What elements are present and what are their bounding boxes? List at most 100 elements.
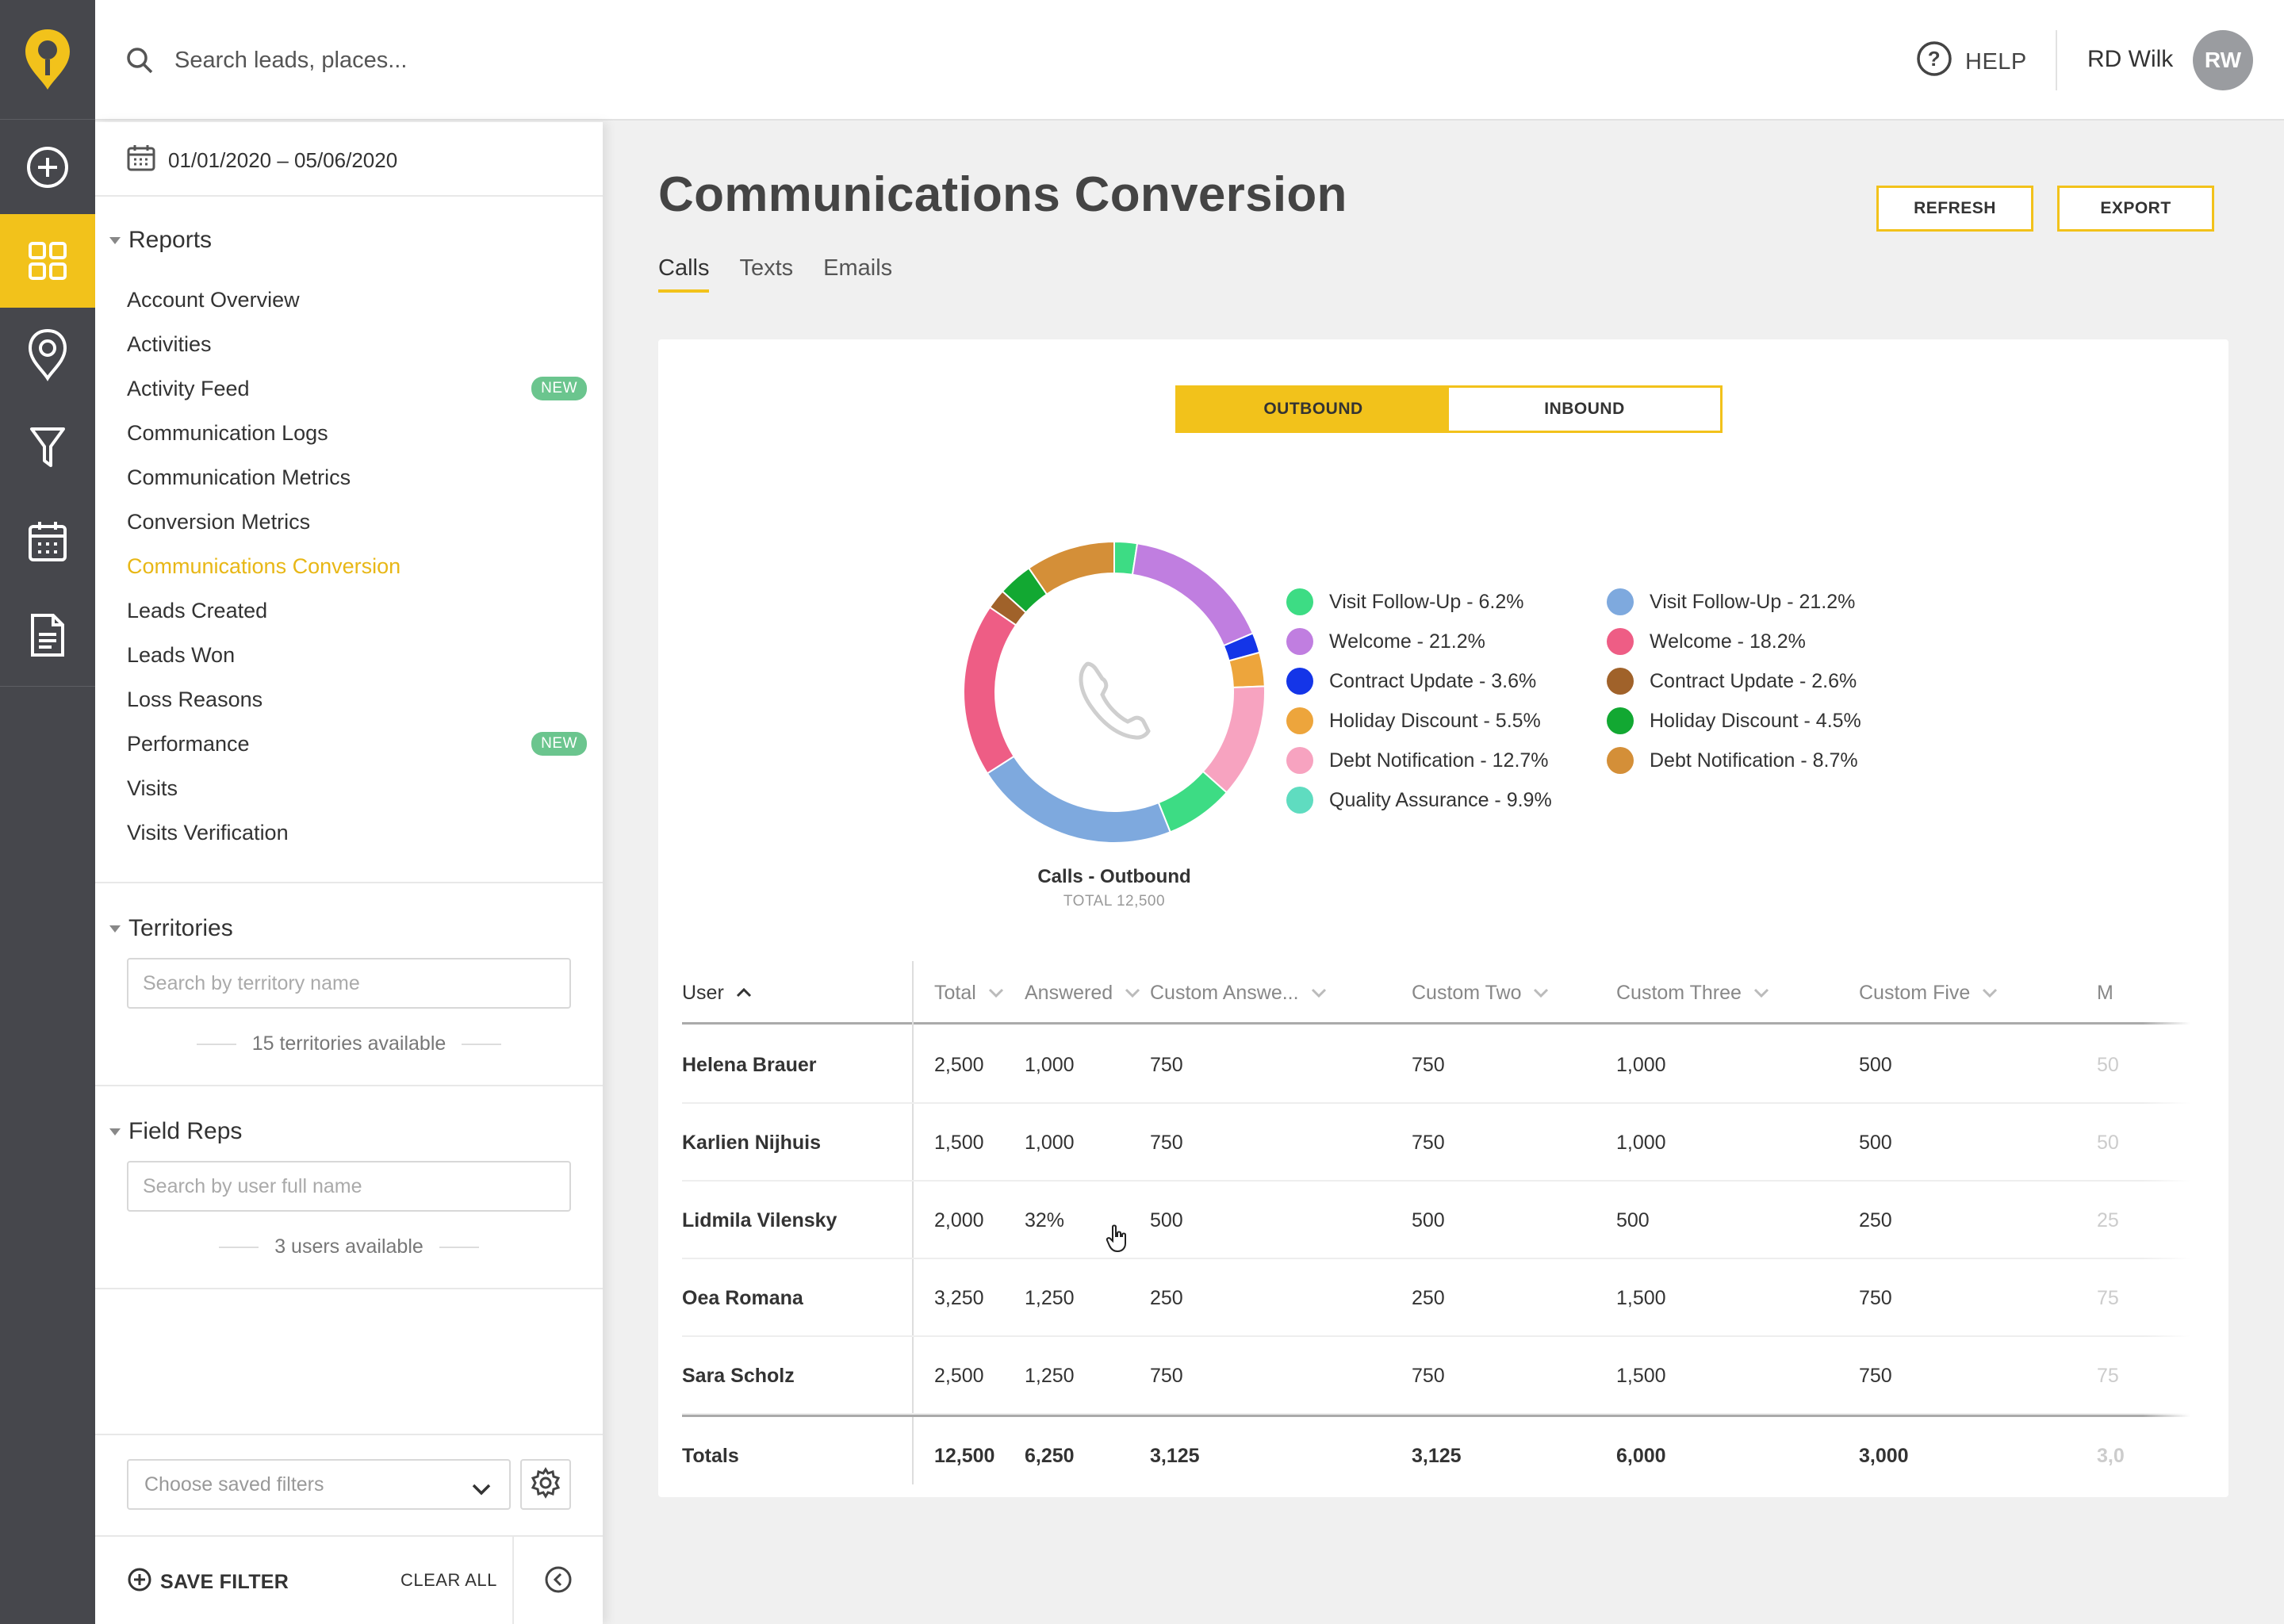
sidebar-item-label: Communication Logs bbox=[127, 420, 328, 445]
divider bbox=[95, 1434, 603, 1435]
legend-item[interactable]: Contract Update - 2.6% bbox=[1607, 661, 1861, 701]
reports-section-toggle[interactable]: Reports bbox=[109, 227, 212, 254]
legend-item[interactable]: Debt Notification - 8.7% bbox=[1607, 741, 1861, 780]
legend-item[interactable]: Contract Update - 3.6% bbox=[1286, 661, 1552, 701]
sidebar-item-conversion-metrics[interactable]: Conversion Metrics bbox=[127, 500, 587, 544]
calendar-icon bbox=[127, 144, 155, 177]
user-name[interactable]: RD Wilk bbox=[2087, 46, 2174, 72]
donut-slice[interactable] bbox=[1201, 685, 1266, 794]
chart-title: Calls - Outbound bbox=[1037, 866, 1191, 887]
table-cell: 50 bbox=[2097, 1053, 2119, 1076]
table-cell: 75 bbox=[2097, 1364, 2119, 1387]
calls-donut-chart bbox=[963, 540, 1266, 844]
sidebar-item-communication-logs[interactable]: Communication Logs bbox=[127, 411, 587, 455]
chevron-down-icon bbox=[471, 1478, 492, 1501]
user-name-cell: Sara Scholz bbox=[682, 1364, 795, 1387]
funnel-icon[interactable] bbox=[0, 401, 95, 495]
table-row[interactable]: Karlien Nijhuis 1,500 1,000 750 750 1,000 500 5… bbox=[682, 1104, 2190, 1182]
column-header-m[interactable]: M bbox=[2097, 961, 2113, 1025]
table-cell: 750 bbox=[1412, 1131, 1445, 1154]
table-cell: 2,500 bbox=[934, 1053, 984, 1076]
sidebar-item-label: Visits Verification bbox=[127, 820, 289, 845]
legend-item[interactable]: Welcome - 21.2% bbox=[1286, 622, 1552, 661]
table-row[interactable]: Sara Scholz 2,500 1,250 750 750 1,500 750 75 bbox=[682, 1337, 2190, 1415]
territories-section-toggle[interactable]: Territories bbox=[109, 915, 233, 942]
sidebar-item-visits-verification[interactable]: Visits Verification bbox=[127, 810, 587, 855]
document-icon[interactable] bbox=[0, 588, 95, 682]
table-cell: 750 bbox=[1150, 1364, 1183, 1387]
legend-item[interactable]: Welcome - 18.2% bbox=[1607, 622, 1861, 661]
donut-slice[interactable] bbox=[1131, 542, 1255, 647]
save-filter-label: SAVE FILTER bbox=[160, 1571, 289, 1593]
saved-filters-select[interactable]: Choose saved filters bbox=[127, 1459, 511, 1510]
sidebar-item-leads-won[interactable]: Leads Won bbox=[127, 633, 587, 677]
legend-item[interactable]: Visit Follow-Up - 21.2% bbox=[1607, 582, 1861, 622]
user-search-input[interactable] bbox=[127, 1161, 571, 1212]
sidebar-item-communication-metrics[interactable]: Communication Metrics bbox=[127, 455, 587, 500]
column-header-custom-two[interactable]: Custom Two bbox=[1412, 961, 1550, 1025]
donut-slice[interactable] bbox=[963, 606, 1017, 775]
totals-row[interactable]: Totals 12,500 6,250 3,125 3,125 6,000 3,000 3,0 bbox=[682, 1415, 2190, 1484]
sidebar-item-communications-conversion[interactable]: Communications Conversion bbox=[127, 544, 587, 588]
column-header-total[interactable]: Total bbox=[934, 961, 1005, 1025]
legend-item[interactable]: Holiday Discount - 4.5% bbox=[1607, 701, 1861, 741]
legend-item[interactable]: Quality Assurance - 9.9% bbox=[1286, 780, 1552, 820]
territory-search-input[interactable] bbox=[127, 958, 571, 1009]
column-header-user[interactable]: User bbox=[682, 961, 753, 1025]
territories-available-text: 15 territories available bbox=[251, 1032, 446, 1055]
column-header-label: User bbox=[682, 981, 724, 1004]
caret-down-icon bbox=[109, 1128, 121, 1136]
column-header-custom-five[interactable]: Custom Five bbox=[1859, 961, 1998, 1025]
sort-chevron-icon bbox=[1534, 988, 1549, 998]
outbound-toggle[interactable]: OUTBOUND bbox=[1178, 388, 1449, 431]
search-input[interactable] bbox=[174, 38, 809, 82]
filter-settings-button[interactable] bbox=[520, 1459, 571, 1510]
legend-item[interactable]: Debt Notification - 12.7% bbox=[1286, 741, 1552, 780]
legend-swatch bbox=[1607, 588, 1634, 615]
table-row[interactable]: Helena Brauer 2,500 1,000 750 750 1,000 500 50 bbox=[682, 1026, 2190, 1104]
avatar[interactable]: RW bbox=[2193, 30, 2253, 90]
calendar-icon[interactable] bbox=[0, 495, 95, 588]
table-row[interactable]: Oea Romana 3,250 1,250 250 250 1,500 750 75 bbox=[682, 1259, 2190, 1337]
reports-menu: Account Overview Activities Activity Feed N… bbox=[127, 278, 587, 855]
tab-texts[interactable]: Texts bbox=[739, 255, 794, 281]
column-header-custom-three[interactable]: Custom Three bbox=[1616, 961, 1770, 1025]
save-filter-button[interactable]: SAVE FILTER bbox=[127, 1567, 289, 1598]
date-range-picker[interactable]: 01/01/2020 – 05/06/2020 bbox=[127, 144, 397, 177]
sidebar-item-loss-reasons[interactable]: Loss Reasons bbox=[127, 677, 587, 722]
collapse-sidebar-icon[interactable] bbox=[544, 1565, 573, 1598]
column-header-answered[interactable]: Answered bbox=[1025, 961, 1141, 1025]
export-button[interactable]: EXPORT bbox=[2057, 186, 2214, 232]
field-reps-section-toggle[interactable]: Field Reps bbox=[109, 1118, 242, 1145]
inbound-toggle[interactable]: INBOUND bbox=[1544, 400, 1625, 418]
help-label: HELP bbox=[1965, 48, 2027, 75]
sidebar-item-activity-feed[interactable]: Activity Feed NEW bbox=[127, 366, 587, 411]
add-circle-icon[interactable] bbox=[0, 121, 95, 214]
sidebar-item-performance[interactable]: Performance NEW bbox=[127, 722, 587, 766]
refresh-button[interactable]: REFRESH bbox=[1876, 186, 2033, 232]
column-header-label: M bbox=[2097, 981, 2113, 1004]
sidebar-item-visits[interactable]: Visits bbox=[127, 766, 587, 810]
icon-rail bbox=[0, 0, 95, 1624]
table-row[interactable]: Lidmila Vilensky 2,000 32% 500 500 500 250 25 bbox=[682, 1182, 2190, 1259]
donut-slice[interactable] bbox=[986, 755, 1171, 844]
users-available-text: 3 users available bbox=[274, 1235, 423, 1258]
sidebar-item-account-overview[interactable]: Account Overview bbox=[127, 278, 587, 322]
logo-pin-icon[interactable] bbox=[0, 0, 95, 119]
donut-slice[interactable] bbox=[1027, 540, 1115, 596]
legend-label: Holiday Discount - 5.5% bbox=[1329, 709, 1541, 732]
tab-emails[interactable]: Emails bbox=[823, 255, 893, 281]
clear-all-button[interactable]: CLEAR ALL bbox=[400, 1570, 497, 1590]
help-button[interactable]: ? HELP bbox=[1916, 40, 2027, 84]
users-available: 3 users available bbox=[95, 1235, 603, 1258]
dashboard-grid-icon[interactable] bbox=[0, 214, 95, 308]
table-cell: 12,500 bbox=[934, 1444, 995, 1467]
tab-calls[interactable]: Calls bbox=[658, 255, 710, 293]
legend-item[interactable]: Visit Follow-Up - 6.2% bbox=[1286, 582, 1552, 622]
sidebar-item-leads-created[interactable]: Leads Created bbox=[127, 588, 587, 633]
legend-item[interactable]: Holiday Discount - 5.5% bbox=[1286, 701, 1552, 741]
table-cell: 250 bbox=[1859, 1208, 1892, 1231]
map-pin-icon[interactable] bbox=[0, 308, 95, 401]
sidebar-item-activities[interactable]: Activities bbox=[127, 322, 587, 366]
column-header-custom-answe[interactable]: Custom Answe... bbox=[1150, 961, 1328, 1025]
